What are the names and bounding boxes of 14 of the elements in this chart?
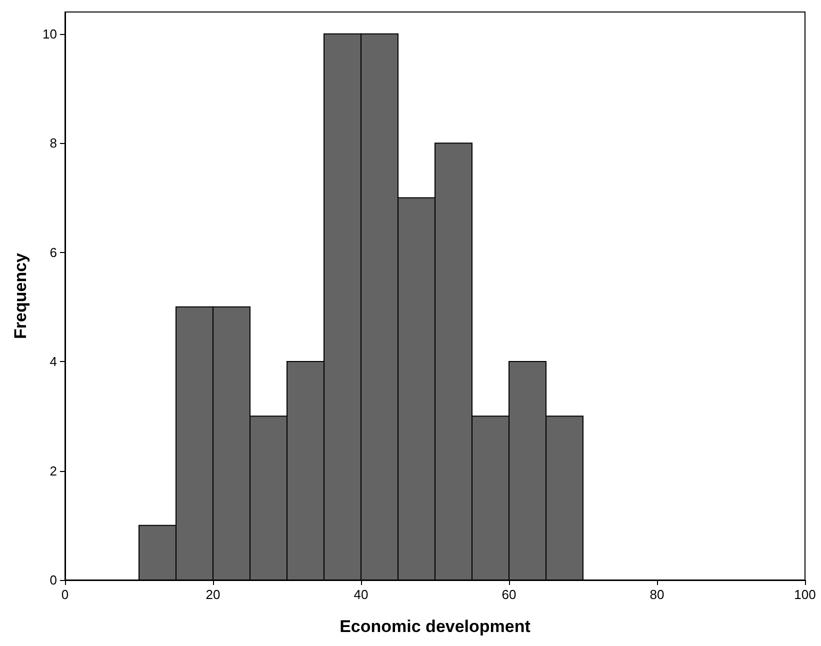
y-tick-label: 2 <box>50 463 57 478</box>
y-tick-label: 10 <box>42 26 57 42</box>
y-tick-label: 8 <box>50 136 57 151</box>
x-tick-label: 100 <box>794 587 816 602</box>
y-tick-label: 0 <box>50 572 57 588</box>
x-tick-label: 0 <box>61 587 69 602</box>
x-tick-label: 40 <box>354 587 368 602</box>
y-tick-label: 4 <box>50 354 57 370</box>
y-axis-title: Frequency <box>11 252 30 339</box>
x-axis-title: Economic development <box>340 617 531 636</box>
y-tick-label: 6 <box>50 244 57 260</box>
x-tick-label: 60 <box>502 587 516 602</box>
x-tick-label: 80 <box>650 587 664 602</box>
x-tick-label: 20 <box>206 587 220 602</box>
